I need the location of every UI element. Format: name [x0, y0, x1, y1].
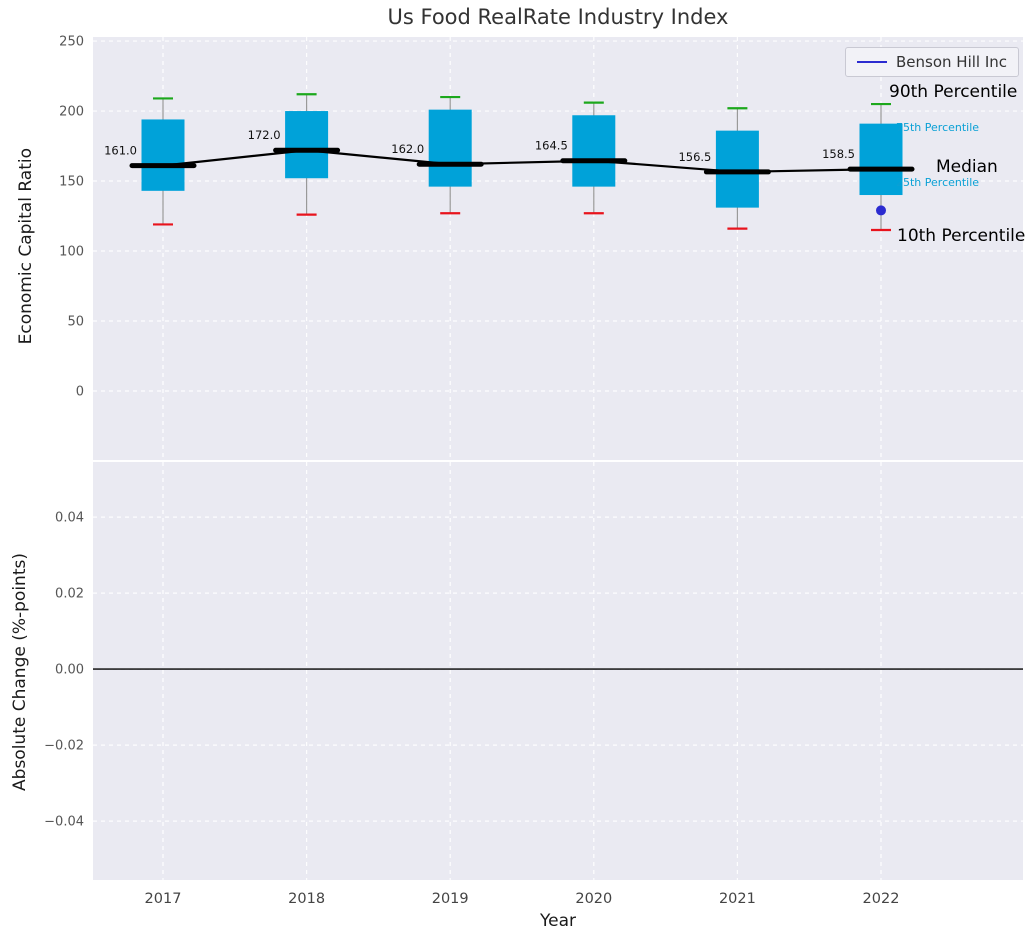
y-tick-label: 100: [59, 245, 84, 260]
x-tick-label: 2020: [575, 891, 612, 907]
annotation-25th-percentile: 25th Percentile: [896, 176, 980, 189]
median-value-label: 156.5: [678, 150, 711, 164]
median-value-label: 164.5: [535, 139, 568, 153]
axes-background-top: [93, 37, 1023, 460]
y-axis-label-bottom: Absolute Change (%-points): [10, 553, 30, 791]
y-tick-label: 0.04: [55, 511, 84, 526]
chart-title: Us Food RealRate Industry Index: [387, 5, 729, 29]
median-value-label: 172.0: [248, 128, 281, 142]
median-value-label: 162.0: [391, 142, 424, 156]
box-2017: [141, 119, 185, 191]
legend-line-sample: [857, 61, 887, 63]
y-tick-label: 0: [76, 384, 84, 399]
company-marker-dot: [876, 205, 886, 216]
annotation-75th-percentile: 75th Percentile: [896, 121, 980, 134]
box-2020: [572, 115, 616, 187]
box-2019: [428, 109, 472, 187]
legend: Benson Hill Inc: [845, 47, 1020, 77]
annotation-90th-percentile: 90th Percentile: [889, 82, 1018, 102]
axes-background-bottom: [93, 462, 1023, 880]
y-tick-label: −0.04: [44, 815, 84, 830]
x-axis-label: Year: [540, 911, 576, 931]
y-tick-label: 200: [59, 105, 84, 120]
x-tick-label: 2017: [145, 891, 182, 907]
y-tick-label: 0.00: [55, 663, 84, 678]
y-tick-label: 50: [67, 315, 84, 330]
y-tick-label: 250: [59, 35, 84, 50]
box-2022: [859, 123, 903, 196]
y-tick-label: 150: [59, 175, 84, 190]
y-tick-label: 0.02: [55, 587, 84, 602]
x-tick-label: 2019: [432, 891, 469, 907]
y-axis-label-top: Economic Capital Ratio: [16, 148, 36, 345]
median-value-label: 158.5: [822, 147, 855, 161]
x-tick-label: 2021: [719, 891, 756, 907]
annotation-10th-percentile: 10th Percentile: [897, 226, 1026, 246]
median-value-label: 161.0: [104, 144, 137, 158]
legend-label: Benson Hill Inc: [896, 53, 1008, 71]
x-tick-label: 2022: [863, 891, 900, 907]
y-tick-label: −0.02: [44, 739, 84, 754]
box-2018: [285, 111, 329, 179]
annotation-median: Median: [936, 157, 998, 177]
box-2021: [715, 130, 759, 208]
x-tick-label: 2018: [288, 891, 325, 907]
